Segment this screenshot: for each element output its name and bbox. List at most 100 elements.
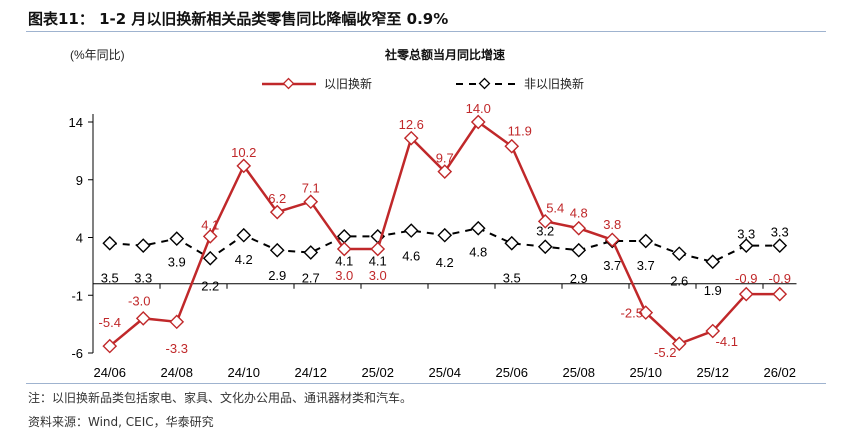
data-label: 4.6: [402, 249, 420, 264]
data-label: 4.1: [369, 253, 387, 268]
footer-divider: [26, 383, 826, 384]
data-point-marker: [102, 338, 118, 354]
data-point-marker: [202, 228, 218, 244]
data-label: 3.7: [637, 258, 655, 273]
data-point-marker: [370, 241, 386, 257]
data-label: -5.2: [654, 345, 676, 360]
data-point-marker: [303, 245, 319, 260]
y-axis-unit: (%年同比): [70, 48, 125, 62]
data-label: 3.7: [603, 258, 621, 273]
data-point-marker: [102, 235, 118, 251]
data-label: -3.0: [128, 293, 150, 308]
data-label: 3.3: [737, 227, 755, 242]
x-tick-label: 25/06: [495, 365, 528, 380]
data-label: 12.6: [399, 117, 424, 132]
data-point-marker: [135, 310, 151, 326]
data-point-marker: [169, 314, 185, 330]
data-label: 4.1: [335, 253, 353, 268]
x-tick-label: 25/02: [361, 365, 394, 380]
data-label: -2.5: [621, 306, 643, 321]
data-point-marker: [571, 242, 587, 258]
data-point-marker: [504, 138, 520, 154]
legend-marker-black: [478, 77, 491, 90]
data-label: 3.3: [771, 225, 789, 240]
legend-marker-red: [282, 77, 295, 90]
data-point-marker: [169, 231, 185, 247]
data-label: 7.1: [302, 181, 320, 196]
legend-label-red: 以旧换新: [324, 76, 372, 91]
y-tick-label: -6: [71, 346, 83, 361]
data-label: 1.9: [704, 283, 722, 298]
data-label: 9.7: [436, 151, 454, 166]
data-point-marker: [470, 220, 486, 236]
data-point-marker: [437, 227, 453, 243]
data-label: 3.5: [503, 270, 521, 285]
data-point-marker: [638, 305, 654, 320]
data-point-marker: [236, 158, 252, 174]
data-label: -0.9: [735, 271, 757, 286]
data-label: 14.0: [466, 101, 491, 116]
data-point-marker: [504, 235, 520, 251]
data-point-marker: [269, 242, 285, 258]
legend-label-black: 非以旧换新: [524, 76, 584, 91]
x-tick-label: 24/12: [294, 365, 327, 380]
data-point-marker: [403, 223, 419, 238]
data-point-marker: [671, 336, 687, 352]
data-label: -3.3: [166, 341, 188, 356]
data-point-marker: [738, 286, 754, 302]
data-point-marker: [470, 114, 486, 130]
legend: 以旧换新 非以旧换新: [262, 76, 584, 91]
data-point-marker: [772, 286, 788, 302]
source-note: 资料来源：Wind, CEIC，华泰研究: [28, 415, 214, 429]
x-tick-label: 25/12: [696, 365, 729, 380]
data-label: 2.7: [302, 271, 320, 286]
data-label: 4.1: [201, 217, 219, 232]
data-point-marker: [269, 204, 285, 220]
x-tick-label: 24/10: [227, 365, 260, 380]
data-label: 2.2: [201, 278, 219, 293]
data-point-marker: [772, 238, 788, 253]
data-point-marker: [638, 233, 654, 249]
data-point-marker: [236, 227, 252, 243]
x-tick-label: 24/08: [160, 365, 193, 380]
title-divider: [26, 31, 826, 32]
data-label: 3.8: [603, 217, 621, 232]
data-label: 2.6: [670, 274, 688, 289]
data-label: 2.9: [268, 268, 286, 283]
data-point-marker: [705, 323, 721, 339]
data-point-marker: [537, 239, 553, 255]
data-point-marker: [537, 213, 553, 229]
data-point-marker: [671, 246, 687, 262]
y-tick-label: -1: [71, 288, 83, 303]
data-point-marker: [336, 228, 352, 244]
data-label: 5.4: [546, 200, 564, 215]
data-point-marker: [303, 194, 319, 210]
footnote: 注：以旧换新品类包括家电、家具、文化办公用品、通讯器材类和汽车。: [28, 391, 413, 405]
x-tick-label: 25/04: [428, 365, 461, 380]
x-tick-label: 25/10: [629, 365, 662, 380]
data-label: 3.2: [536, 224, 554, 239]
data-label: -5.4: [99, 315, 121, 330]
data-label: 3.0: [369, 268, 387, 283]
y-tick-label: 9: [76, 173, 83, 188]
data-point-marker: [202, 250, 218, 266]
x-tick-label: 26/02: [763, 365, 796, 380]
data-label: 2.9: [570, 271, 588, 286]
chart-title: 社零总额当月同比增速: [384, 47, 505, 62]
data-point-marker: [336, 241, 352, 257]
data-label: 4.8: [469, 244, 487, 259]
data-label: 4.2: [436, 255, 454, 270]
data-label: 4.2: [235, 252, 253, 267]
x-tick-label: 25/08: [562, 365, 595, 380]
y-tick-label: 14: [69, 115, 83, 130]
data-point-marker: [571, 220, 587, 236]
data-label: -4.1: [716, 334, 738, 349]
data-label: 3.3: [134, 271, 152, 286]
data-label: -0.9: [769, 271, 791, 286]
y-tick-label: 4: [76, 231, 83, 246]
data-label: 3.9: [168, 255, 186, 270]
data-point-marker: [135, 238, 151, 253]
data-point-marker: [705, 254, 721, 270]
data-point-marker: [403, 130, 419, 146]
